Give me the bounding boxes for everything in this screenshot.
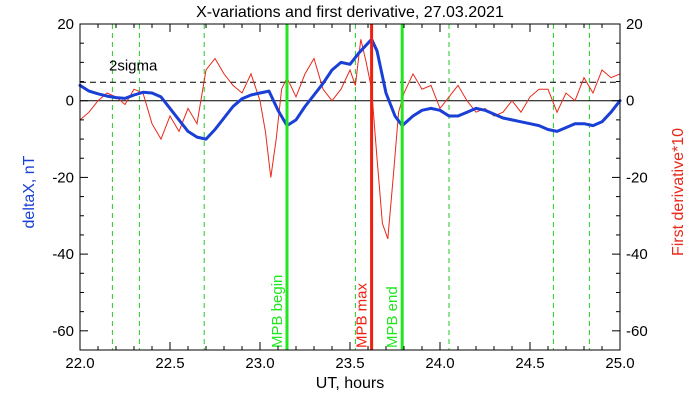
deltax-series	[78, 37, 622, 141]
x-tick-label: 25.0	[605, 355, 634, 372]
plot-frame	[79, 23, 621, 351]
chart-title: X-variations and first derivative, 27.03…	[196, 4, 504, 21]
derivative-line	[79, 39, 621, 239]
x-tick-label: 23.0	[245, 355, 274, 372]
reference-lines	[80, 81, 620, 102]
mpb-max-label: MPB max	[354, 282, 371, 348]
deltax-line	[78, 37, 622, 141]
y-tick-label-right: -20	[626, 169, 648, 186]
ticks	[79, 23, 621, 350]
y-axis-left-label: deltaX, nT	[21, 155, 38, 228]
y-tick-label-left: 0	[66, 93, 74, 110]
tick-labels: 22.0 22.5 23.0 23.5 24.0 24.5 25.0 20 20 0 0 -20 -20…	[52, 16, 647, 372]
y-tick-label-right: -60	[626, 323, 648, 340]
mpb-end-label: MPB end	[384, 286, 401, 348]
y-tick-label-left: 20	[57, 16, 74, 33]
y-tick-label-left: -40	[52, 246, 74, 263]
y-tick-label-left: -60	[52, 323, 74, 340]
x-tick-label: 24.5	[515, 355, 544, 372]
x-tick-label: 23.5	[335, 355, 364, 372]
y-tick-label-right: -40	[626, 246, 648, 263]
x-tick-label: 22.5	[155, 355, 184, 372]
x-tick-label: 24.0	[425, 355, 454, 372]
mpb-begin-label: MPB begin	[269, 275, 286, 348]
x-tick-label: 22.0	[65, 355, 94, 372]
sigma-label: 2sigma	[109, 57, 158, 74]
y-axis-right-label: First derivative*10	[670, 128, 687, 256]
x-axis-label: UT, hours	[316, 375, 384, 392]
y-tick-label-left: -20	[52, 169, 74, 186]
y-tick-label-right: 20	[626, 16, 643, 33]
mpb-markers: MPB begin MPB max MPB end	[269, 24, 404, 350]
derivative-series	[79, 39, 621, 239]
y-tick-label-right: 0	[626, 93, 634, 110]
